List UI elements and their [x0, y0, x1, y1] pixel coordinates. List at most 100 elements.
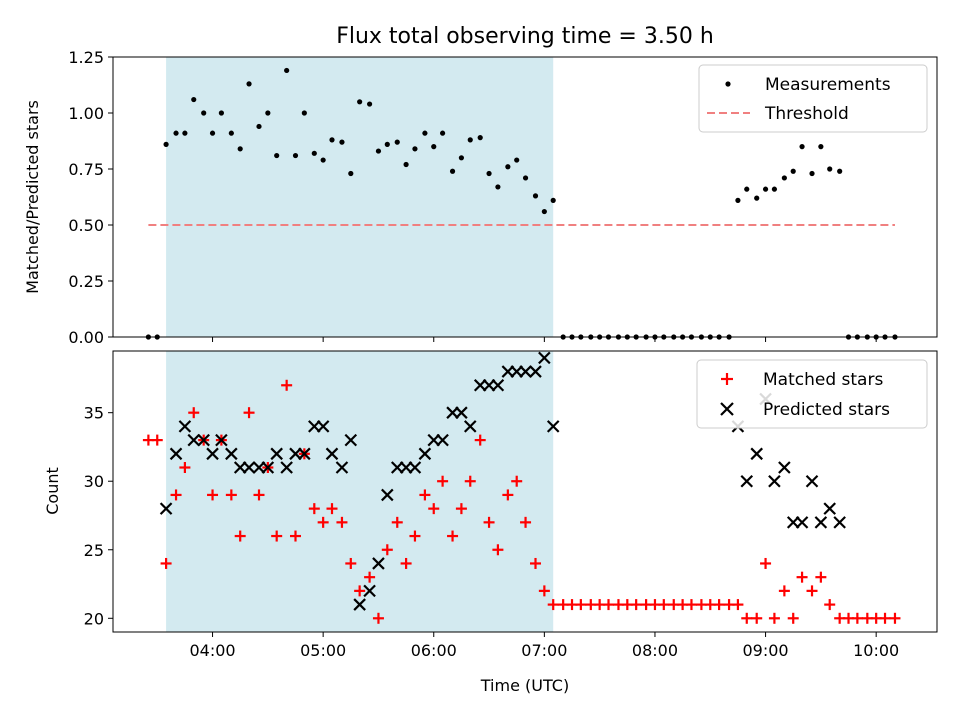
legend-matched-marker [721, 373, 733, 385]
measurement-point [348, 170, 354, 177]
matched-star-point [474, 434, 486, 446]
measurement-point [357, 99, 363, 105]
measurement-point [173, 130, 179, 136]
predicted-star-stroke [353, 598, 366, 611]
bottom-panel: 20 25 30 35 04:00 05:00 06:00 07:00 08:00 09:00 1… [43, 350, 938, 695]
matched-star-point [437, 475, 449, 487]
top-y-tick-label: 1.00 [68, 104, 104, 123]
predicted-star-point [418, 447, 432, 461]
measurement-point [495, 184, 501, 190]
predicted-star-point [814, 516, 828, 529]
measurement-point [191, 96, 197, 103]
matched-star-point [492, 544, 504, 556]
predicted-star-stroke [372, 557, 385, 570]
predicted-star-point [298, 447, 311, 461]
predicted-star-points [159, 351, 846, 611]
top-y-axis-label: Matched/Predicted stars [23, 100, 42, 294]
legend-predicted-marker [720, 402, 734, 416]
matched-star-point [170, 489, 182, 501]
predicted-star-point [823, 502, 836, 515]
measurement-point [762, 186, 769, 192]
measurement-point [532, 193, 539, 199]
predicted-star-stroke [455, 406, 468, 419]
bottom-y-tick-label: 35 [84, 404, 104, 423]
predicted-star-point [270, 447, 283, 461]
matched-star-point [253, 489, 265, 501]
matched-star-point [538, 585, 550, 597]
matched-star-point [160, 557, 172, 569]
predicted-star-point [169, 447, 183, 461]
matched-star-point [483, 516, 495, 528]
predicted-star-stroke [408, 461, 422, 474]
matched-star-point [151, 434, 163, 446]
matched-star-point [889, 612, 901, 624]
measurement-point [541, 208, 547, 215]
predicted-star-point [529, 365, 542, 378]
measurement-point [256, 123, 262, 130]
top-y-ticks: 0.00 0.25 0.50 0.75 1.00 1.25 [68, 48, 113, 347]
matched-star-point [575, 599, 587, 611]
measurement-point [790, 168, 796, 174]
measurement-point [301, 110, 307, 116]
predicted-star-stroke [491, 378, 505, 392]
bottom-y-tick-label: 25 [84, 541, 104, 560]
predicted-star-stroke [805, 474, 819, 488]
matched-star-point [428, 503, 440, 515]
matched-star-point [603, 599, 615, 611]
measurement-point [329, 137, 335, 143]
top-legend-box [698, 64, 928, 133]
predicted-star-point [353, 598, 366, 611]
measurement-point [311, 150, 317, 156]
measurement-point [320, 157, 326, 163]
measurement-point [781, 175, 787, 181]
matched-star-point [225, 489, 237, 501]
measurement-point [514, 157, 520, 163]
top-y-tick-label: 0.00 [68, 328, 104, 347]
top-legend: Measurements Threshold [698, 64, 928, 133]
measurement-point [201, 110, 207, 116]
measurement-point [367, 101, 373, 107]
measurement-point [458, 155, 465, 161]
predicted-star-stroke [795, 516, 809, 529]
predicted-star-point [187, 433, 201, 447]
measurement-point [384, 141, 390, 147]
predicted-star-stroke [418, 447, 432, 461]
legend-measurements-marker [725, 81, 731, 87]
predicted-star-point [833, 516, 846, 529]
matched-star-point [824, 599, 836, 611]
measurement-point [754, 195, 760, 201]
predicted-star-stroke [529, 365, 542, 378]
measurement-point [818, 144, 824, 150]
bottom-y-tick-label: 30 [84, 472, 104, 491]
bottom-x-tick-label: 10:00 [853, 641, 899, 660]
measurement-point [375, 148, 382, 154]
matched-star-point [308, 503, 320, 515]
measurement-point [265, 110, 271, 116]
predicted-star-point [795, 516, 809, 529]
bottom-x-tick-label: 04:00 [189, 641, 235, 660]
predicted-star-stroke [335, 461, 349, 474]
predicted-star-point [206, 447, 219, 461]
bottom-y-axis-label: Count [43, 467, 62, 515]
matched-star-point [281, 379, 293, 391]
bottom-legend-box [696, 359, 928, 429]
bottom-x-tick-label: 09:00 [743, 641, 789, 660]
measurement-point [218, 110, 224, 116]
matched-star-point [879, 612, 891, 624]
matched-star-point [455, 503, 467, 515]
measurement-point [292, 152, 299, 159]
predicted-star-point [381, 488, 394, 502]
matched-star-point [419, 489, 431, 501]
bottom-x-tick-label: 05:00 [300, 641, 346, 660]
predicted-star-stroke [778, 461, 791, 474]
matched-star-point [796, 571, 808, 583]
predicted-star-stroke [270, 447, 283, 461]
predicted-star-stroke [215, 433, 228, 447]
matched-star-point [354, 585, 366, 597]
measurement-point [339, 139, 345, 145]
measurement-point [422, 130, 428, 136]
matched-star-point [760, 557, 772, 569]
matched-star-point [447, 530, 459, 542]
bottom-y-tick-label: 20 [84, 609, 104, 628]
